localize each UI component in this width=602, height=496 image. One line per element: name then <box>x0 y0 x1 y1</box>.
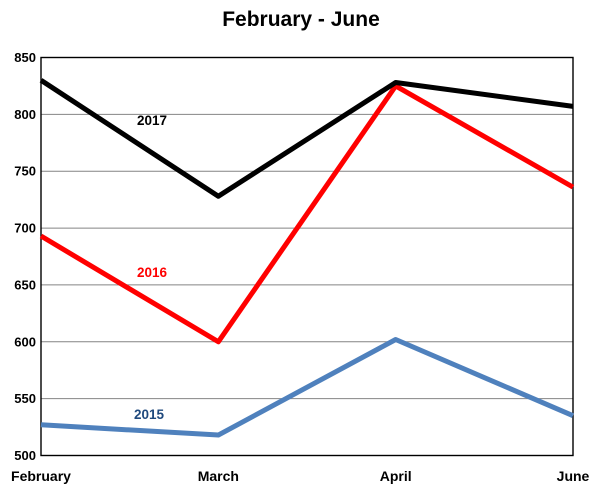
y-axis-tick-label: 800 <box>14 107 36 122</box>
series-line-2015 <box>40 337 574 438</box>
y-axis-tick-label: 700 <box>14 221 36 236</box>
series-line-2017 <box>39 78 574 199</box>
series-label-2015: 2015 <box>134 407 165 422</box>
plot-border <box>40 56 574 457</box>
y-axis-tick-label: 600 <box>14 334 36 349</box>
x-axis-category-label: February <box>11 468 71 484</box>
y-axis-tick-label: 750 <box>14 164 36 179</box>
series-line-2016 <box>39 83 575 345</box>
chart-title: February - June <box>222 8 380 31</box>
y-axis-tick-label: 650 <box>14 277 36 292</box>
y-axis-tick-label: 850 <box>14 50 36 65</box>
x-axis-category-label: April <box>380 468 412 484</box>
series-label-2017: 2017 <box>137 113 167 128</box>
x-axis-category-label: June <box>557 468 590 484</box>
x-axis-category-label: March <box>198 468 239 484</box>
series-label-2016: 2016 <box>137 265 168 280</box>
y-axis-tick-label: 500 <box>14 448 36 463</box>
y-axis-tick-label: 550 <box>14 391 36 406</box>
